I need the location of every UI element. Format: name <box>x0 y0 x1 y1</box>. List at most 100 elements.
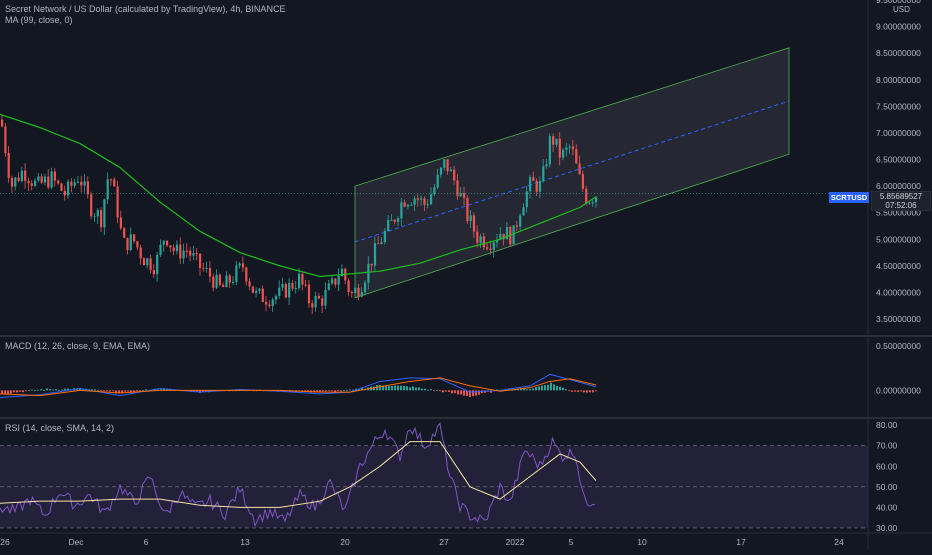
candle-body <box>439 167 443 175</box>
candle-body <box>278 287 281 296</box>
time-tick-label: 13 <box>240 537 250 547</box>
candle-body <box>538 181 542 192</box>
macd-histogram-bar <box>580 390 582 392</box>
macd-histogram-bar <box>532 388 534 391</box>
candle-body <box>195 253 198 255</box>
candle-body <box>106 179 109 200</box>
macd-histogram-bar <box>397 385 399 391</box>
ma-legend[interactable]: MA (99, close, 0) <box>5 15 73 25</box>
macd-histogram-bar <box>319 390 321 393</box>
macd-histogram-bar <box>10 390 12 394</box>
rsi-tick-label: 40.00 <box>876 502 898 512</box>
candle-body <box>367 263 370 283</box>
macd-histogram-bar <box>139 390 141 392</box>
macd-histogram-bar <box>592 390 594 393</box>
candle-body <box>1 119 4 127</box>
macd-histogram-bar <box>562 387 564 391</box>
candle-body <box>17 177 20 182</box>
macd-histogram-bar <box>529 388 531 391</box>
candle-body <box>238 263 241 266</box>
macd-histogram-bar <box>550 382 552 391</box>
candle-body <box>387 219 390 231</box>
candle-body <box>459 193 462 197</box>
candle-body <box>525 191 528 208</box>
candle-body <box>208 267 212 277</box>
macd-histogram-bar <box>469 390 471 397</box>
candle-body <box>443 159 446 168</box>
macd-histogram-bar <box>316 390 318 393</box>
macd-histogram-bar <box>409 387 411 391</box>
macd-legend[interactable]: MACD (12, 26, close, 9, EMA, EMA) <box>5 341 151 351</box>
macd-histogram-bar <box>358 389 360 391</box>
macd-histogram-bar <box>130 390 132 393</box>
symbol-title[interactable]: Secret Network / US Dollar (calculated b… <box>5 4 286 14</box>
candle-body <box>393 219 396 222</box>
candle-body <box>175 244 179 252</box>
macd-histogram-bar <box>526 389 528 391</box>
time-tick-label: Dec <box>68 537 84 547</box>
macd-histogram-bar <box>379 385 381 391</box>
macd-histogram-bar <box>61 389 63 391</box>
macd-histogram-bar <box>64 388 66 391</box>
macd-histogram-bar <box>508 388 510 391</box>
candle-body <box>284 284 287 298</box>
signal-line <box>0 377 597 397</box>
rsi-legend[interactable]: RSI (14, close, SMA, 14, 2) <box>5 423 115 433</box>
candle-body <box>258 288 261 291</box>
macd-tick-label: 0.50000000 <box>876 341 921 351</box>
candle-body <box>542 166 545 182</box>
candle-body <box>212 276 215 288</box>
macd-histogram-bar <box>46 388 48 391</box>
time-tick-label: 10 <box>637 537 647 547</box>
macd-histogram-bar <box>325 390 327 392</box>
macd-histogram-bar <box>553 384 555 391</box>
macd-histogram-bar <box>388 386 390 391</box>
candle-body <box>271 299 274 307</box>
candle-body <box>133 234 136 242</box>
candle-body <box>67 181 70 196</box>
macd-histogram-bar <box>1 390 3 395</box>
candle-body <box>585 188 588 204</box>
candle-body <box>142 258 146 266</box>
macd-histogram-bar <box>121 390 123 393</box>
candle-body <box>301 273 304 285</box>
candle-body <box>456 180 459 197</box>
candle-body <box>149 258 152 271</box>
macd-histogram-bar <box>457 390 459 395</box>
candle-body <box>476 231 479 243</box>
candle-body <box>162 240 165 245</box>
macd-histogram-bar <box>118 390 120 394</box>
candle-body <box>423 198 426 205</box>
rsi-tick-label: 80.00 <box>876 420 898 430</box>
price-tick-label: 9.00000000 <box>876 22 921 32</box>
candle-body <box>410 204 413 206</box>
candle-body <box>532 177 535 181</box>
price-tick-label: 4.50000000 <box>876 261 921 271</box>
candle-body <box>152 270 155 275</box>
macd-histogram-bar <box>565 389 567 391</box>
candle-body <box>166 240 169 246</box>
rsi-ma-line <box>0 441 597 508</box>
macd-histogram-bar <box>589 390 591 393</box>
candle-body <box>436 174 439 188</box>
candle-body <box>57 180 60 184</box>
candle-body <box>486 247 489 249</box>
price-tick-label: 7.00000000 <box>876 128 921 138</box>
candle-body <box>496 239 499 243</box>
candle-body <box>364 282 367 293</box>
candle-body <box>562 149 565 158</box>
macd-histogram-bar <box>454 390 456 394</box>
macd-histogram-bar <box>415 387 417 391</box>
candle-body <box>390 219 393 221</box>
candle-body <box>515 225 518 227</box>
price-tick-label: 8.50000000 <box>876 48 921 58</box>
candle-body <box>558 138 561 158</box>
macd-histogram-bar <box>19 390 21 392</box>
candle-body <box>340 268 344 277</box>
macd-histogram-bar <box>43 390 45 391</box>
candle-body <box>43 176 47 183</box>
macd-histogram-bar <box>4 390 6 395</box>
macd-histogram-bar <box>511 389 513 391</box>
